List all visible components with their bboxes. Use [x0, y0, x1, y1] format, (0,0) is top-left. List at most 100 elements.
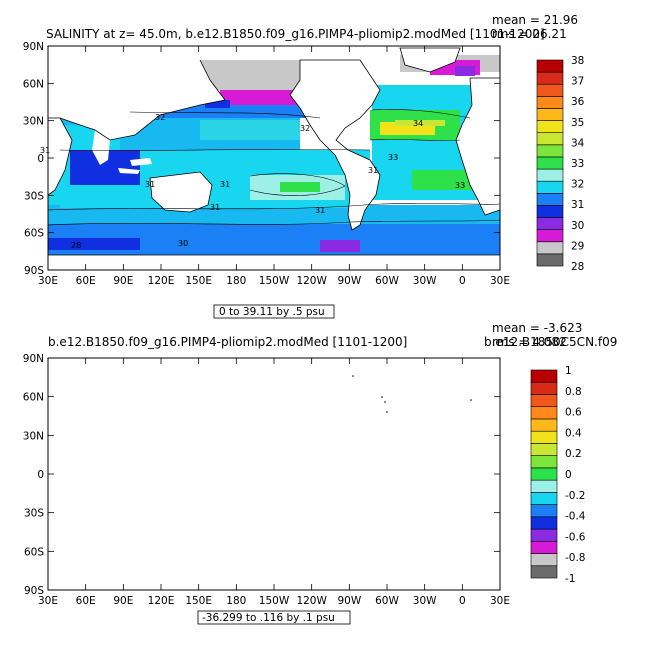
axis-ticks-2: 30E 60E 90E 120E 150E 180 150W 120W 90W 60W 30W 0 30…: [23, 353, 510, 607]
colorbar-swatch: [536, 217, 564, 230]
colorbar-label: 0.4: [565, 427, 582, 439]
x-tick-label: 60E: [76, 595, 96, 607]
panel-top: 30E 60E 90E 120E 150E 180 150W 120W 90W 60W 30W 0 30…: [23, 13, 585, 319]
colorbar-label: -0.6: [565, 531, 586, 543]
colorbar-swatch: [530, 565, 558, 579]
y-tick-label: 90S: [24, 585, 44, 597]
colorbar-swatch: [530, 540, 558, 554]
stat-mean-2: mean = -3.623: [492, 321, 582, 335]
colorbar-swatch: [536, 59, 564, 73]
colorbar-swatch: [530, 455, 558, 469]
colorbar-label: -0.4: [565, 511, 586, 523]
colorbar-swatch: [536, 241, 564, 255]
stat-mean: mean = 21.96: [492, 13, 578, 27]
y-tick-label: 90S: [24, 265, 44, 277]
colorbar-swatch: [530, 492, 558, 505]
x-tick-label: 180: [226, 595, 246, 607]
colorbar-swatch: [530, 430, 558, 444]
colorbar-swatch: [536, 132, 564, 146]
y-tick-label: 30N: [23, 116, 44, 128]
x-tick-label: 120W: [296, 595, 327, 607]
colorbar-label: 0.2: [565, 448, 582, 460]
colorbar-swatch: [536, 229, 564, 243]
colorbar-swatch: [530, 406, 558, 420]
axis-ticks: 30E 60E 90E 120E 150E 180 150W 120W 90W 60W 30W 0 30…: [23, 41, 510, 287]
colorbar-swatch: [536, 180, 564, 194]
x-tick-label: 120E: [148, 595, 175, 607]
x-tick-label: 30E: [38, 275, 58, 287]
x-tick-label: 180: [226, 275, 246, 287]
colorbar-label: 37: [571, 76, 584, 88]
contour-label: 31: [210, 203, 220, 212]
x-tick-label: 90W: [337, 275, 361, 287]
y-tick-label: 60S: [24, 546, 44, 558]
colorbar-swatch: [530, 528, 558, 542]
colorbar-label: -0.2: [565, 490, 586, 502]
panel-bottom: 30E 60E 90E 120E 150E 180 150W 120W 90W 60W 30W 0 30…: [23, 321, 617, 625]
range-box: [213, 304, 335, 319]
plot-frame-2: [47, 357, 501, 591]
y-tick-label: 90N: [23, 353, 44, 365]
x-tick-label: 150W: [259, 595, 290, 607]
colorbar-label: 38: [571, 55, 584, 67]
contour-label: 33: [388, 153, 398, 162]
colorbar-label: 0.6: [565, 407, 582, 419]
colorbar-swatch: [536, 253, 564, 267]
colorbar-swatch: [530, 479, 558, 493]
contour-label: 31: [368, 166, 378, 175]
chart-title-2: b.e12.B1850.f09_g16.PIMP4-pliomip2.modMe…: [48, 335, 407, 349]
colorbar-swatch: [530, 553, 558, 567]
colorbar: 38 37 36 35 34 33 32 31 30 29 28: [536, 55, 585, 273]
colorbar-label: 34: [571, 137, 585, 149]
colorbar-swatch: [536, 96, 564, 109]
y-tick-label: 0: [37, 469, 44, 481]
colorbar-label: 35: [571, 117, 584, 129]
x-tick-label: 30E: [38, 595, 58, 607]
colorbar-swatch: [536, 205, 564, 218]
x-tick-label: 150E: [185, 595, 212, 607]
contour-label: 28: [71, 241, 81, 250]
colorbar-swatch: [536, 168, 564, 182]
y-tick-label: 30S: [24, 190, 44, 202]
y-tick-label: 60N: [23, 78, 44, 90]
colorbar-swatch: [530, 369, 558, 383]
x-tick-label: 60W: [375, 595, 399, 607]
contour-label: 33: [455, 181, 465, 190]
contour-label: 32: [300, 124, 310, 133]
colorbar-label: 32: [571, 179, 584, 191]
colorbar-swatch: [530, 504, 558, 518]
colorbar-label: 29: [571, 240, 584, 252]
y-tick-label: 60N: [23, 392, 44, 404]
y-tick-label: 0: [37, 153, 44, 165]
colorbar-label: -1: [565, 573, 575, 585]
x-tick-label: 150W: [259, 275, 290, 287]
x-tick-label: 120W: [296, 275, 327, 287]
x-tick-label: 30W: [413, 595, 437, 607]
colorbar-label: -0.8: [565, 552, 586, 564]
chart-title-right-2: b.e12.B1850C5CN.f09: [484, 335, 617, 349]
x-tick-label: 30W: [413, 275, 437, 287]
colorbar-label: 0.8: [565, 386, 582, 398]
colorbar-label: 31: [571, 199, 584, 211]
contour-label: 31: [145, 180, 155, 189]
colorbar-swatch: [530, 381, 558, 395]
colorbar-label: 0: [565, 469, 572, 481]
y-tick-label: 30N: [23, 430, 44, 442]
colorbar-swatch: [536, 83, 564, 97]
contour-label: 31: [315, 206, 325, 215]
chart-title: SALINITY at z= 45.0m, b.e12.B1850.f09_g1…: [46, 27, 545, 41]
x-tick-label: 30E: [490, 275, 510, 287]
x-tick-label: 0: [459, 595, 466, 607]
colorbar-label: 28: [571, 261, 584, 273]
colorbar-swatch: [536, 192, 564, 206]
y-tick-label: 60S: [24, 228, 44, 240]
x-tick-label: 60E: [76, 275, 96, 287]
range-box-2: [197, 610, 351, 625]
contour-label: 30: [178, 239, 188, 248]
y-tick-label: 30S: [24, 508, 44, 520]
y-tick-label: 90N: [23, 41, 44, 53]
colorbar-label: 33: [571, 158, 584, 170]
x-tick-label: 90E: [113, 595, 133, 607]
range-label-2: -36.299 to .116 by .1 psu: [202, 612, 335, 624]
colorbar-label: 30: [571, 220, 584, 232]
